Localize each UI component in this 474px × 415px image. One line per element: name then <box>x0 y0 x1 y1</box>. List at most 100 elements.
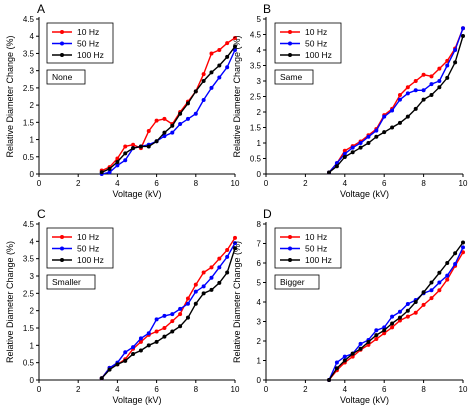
x-tick-label: 2 <box>76 385 81 394</box>
data-point <box>421 290 426 295</box>
panel-c: C 0 0.5 1 1.5 2 2.5 3 3.5 4 4.5 0 2 4 6 8 10 Voltage (kV)… <box>5 207 240 405</box>
legend-label: 50 Hz <box>77 39 99 49</box>
condition-label: None <box>52 72 73 82</box>
series-50hz <box>327 26 465 175</box>
x-tick-label: 4 <box>115 385 120 394</box>
data-point <box>154 339 159 344</box>
y-tick-label: 4.5 <box>23 220 35 229</box>
data-point <box>445 273 450 278</box>
data-point <box>178 122 183 127</box>
y-axis-label: Relative Diameter Change (%) <box>232 35 242 157</box>
data-point <box>461 26 465 31</box>
series-line <box>101 242 236 379</box>
y-tick-label: 2 <box>257 108 262 117</box>
legend-label: 10 Hz <box>77 232 99 242</box>
data-point <box>233 235 237 240</box>
y-tick-label: 1.5 <box>23 324 35 333</box>
y-tick-label: 1.5 <box>250 124 262 133</box>
data-point <box>217 280 222 285</box>
data-point <box>233 35 237 40</box>
legend-marker <box>288 258 292 262</box>
x-tick-label: 2 <box>303 179 308 188</box>
data-point <box>413 300 418 304</box>
data-point <box>107 166 112 171</box>
data-point <box>217 75 222 80</box>
data-point <box>405 314 410 319</box>
data-point <box>154 317 159 322</box>
data-point <box>225 254 230 259</box>
series-line <box>328 251 464 381</box>
data-point <box>162 334 167 339</box>
panel-label: C <box>37 207 46 221</box>
data-point <box>413 79 418 83</box>
data-point <box>342 354 347 359</box>
legend-label: 10 Hz <box>77 27 99 37</box>
data-point <box>193 301 198 306</box>
data-point <box>390 321 395 326</box>
data-point <box>146 128 151 133</box>
y-tick-label: 2 <box>30 307 35 316</box>
y-tick-label: 5 <box>257 15 262 24</box>
condition-box <box>46 69 86 85</box>
data-point <box>350 150 355 155</box>
data-point <box>437 288 442 293</box>
data-point <box>421 88 426 93</box>
data-point <box>397 309 402 314</box>
data-point <box>445 63 450 68</box>
y-axis-label: Relative Diameter Change (%) <box>5 35 15 157</box>
y-tick-label: 4 <box>257 298 262 307</box>
data-point <box>209 275 214 280</box>
legend-label: 50 Hz <box>305 244 327 254</box>
series-line <box>101 248 236 379</box>
data-point <box>445 75 450 80</box>
data-point <box>154 139 159 144</box>
data-point <box>185 296 190 301</box>
data-point <box>131 142 136 147</box>
data-point <box>397 120 402 125</box>
data-point <box>99 170 104 175</box>
x-tick-label: 6 <box>382 179 387 188</box>
data-point <box>217 48 222 52</box>
y-tick-label: 1.5 <box>23 118 35 127</box>
data-point <box>429 82 434 87</box>
x-tick-label: 0 <box>37 179 42 188</box>
panel-label: D <box>263 207 272 221</box>
data-point <box>405 301 410 306</box>
data-point <box>233 246 237 251</box>
data-point <box>185 301 190 306</box>
data-point <box>366 342 371 347</box>
data-point <box>209 70 214 75</box>
data-point <box>334 360 339 365</box>
data-point <box>225 270 230 275</box>
data-point <box>217 256 222 261</box>
data-point <box>201 270 206 275</box>
data-point <box>358 341 363 346</box>
data-point <box>437 280 442 285</box>
data-point <box>421 302 426 307</box>
legend-marker <box>288 30 292 34</box>
data-point <box>131 146 136 151</box>
data-point <box>390 314 395 319</box>
data-point <box>350 145 355 150</box>
data-point <box>154 118 159 123</box>
data-point <box>162 326 167 330</box>
data-point <box>421 97 426 102</box>
series-line <box>328 28 464 173</box>
data-point <box>382 114 387 119</box>
data-point <box>453 261 458 266</box>
data-point <box>334 366 339 371</box>
series-10hz <box>327 250 465 382</box>
y-tick-label: 7 <box>257 240 262 249</box>
legend-marker <box>60 30 64 34</box>
data-point <box>390 125 395 130</box>
legend-marker <box>288 53 292 57</box>
data-point <box>209 51 214 56</box>
x-tick-label: 8 <box>421 179 426 188</box>
data-point <box>390 325 395 330</box>
x-tick-label: 8 <box>421 385 426 394</box>
data-point <box>342 154 347 159</box>
data-point <box>201 291 206 296</box>
